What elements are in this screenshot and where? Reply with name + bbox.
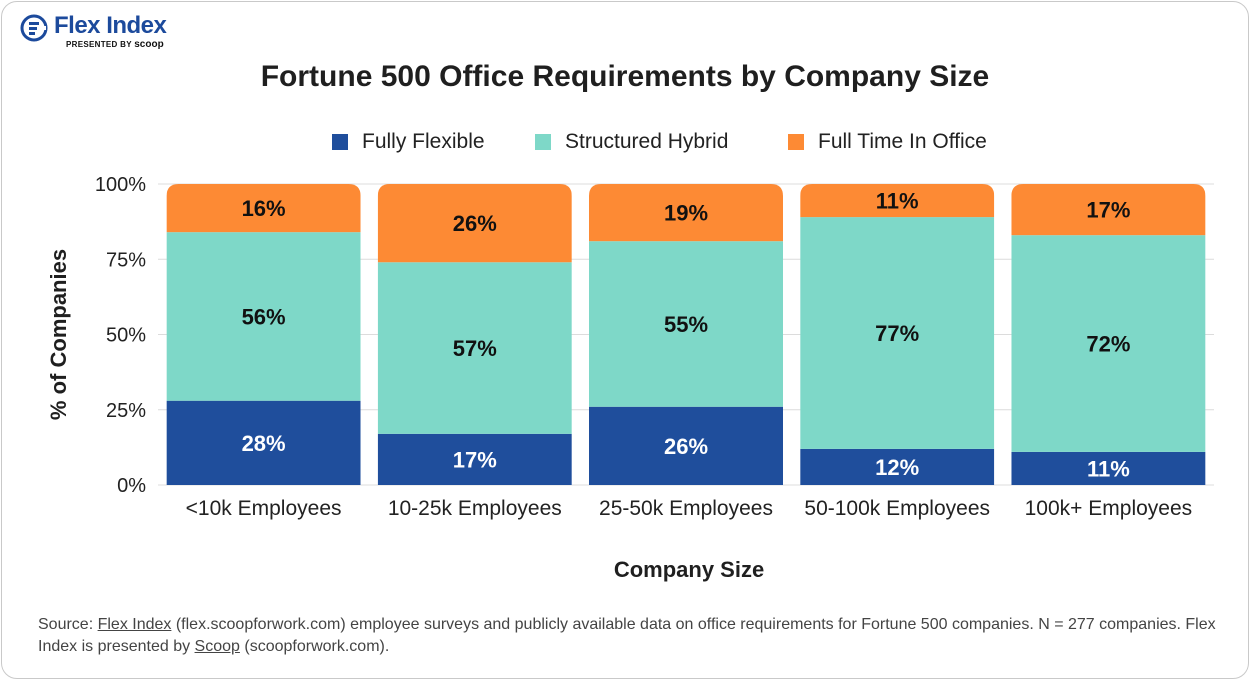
bar-2-structured-hybrid bbox=[589, 241, 783, 407]
bar-0-full-time-in-office bbox=[166, 184, 361, 233]
bar-4-structured-hybrid bbox=[1011, 235, 1206, 452]
x-tick-label-3: 50-100k Employees bbox=[804, 497, 990, 520]
legend-item-full-time-in-office: Full Time In Office bbox=[788, 128, 987, 156]
data-label-3-1: 77% bbox=[875, 321, 919, 346]
x-tick-label-0: <10k Employees bbox=[186, 497, 342, 520]
scoop-link[interactable]: Scoop bbox=[194, 638, 240, 655]
data-label-1-1: 57% bbox=[453, 336, 497, 361]
bar-3-fully-flexible bbox=[800, 448, 995, 485]
bar-1-fully-flexible bbox=[377, 433, 572, 485]
stacked-bar-chart: 0% 25% 50% 75% 100% 28% 56% 16% <10k Employees 17… bbox=[46, 174, 1214, 582]
data-label-4-2: 17% bbox=[1086, 198, 1130, 223]
bar-1-full-time-in-office bbox=[377, 184, 572, 263]
y-tick-label-0: 0% bbox=[117, 475, 146, 497]
bar-1-structured-hybrid bbox=[377, 262, 572, 434]
legend-swatch-structured-hybrid bbox=[535, 134, 551, 150]
data-label-1-0: 17% bbox=[453, 447, 497, 472]
flex-index-logo: Flex Index PRESENTED BY scoop bbox=[20, 12, 220, 52]
source-suffix: (scoopforwork.com). bbox=[239, 638, 390, 655]
presented-by-text: PRESENTED BY bbox=[66, 40, 132, 49]
data-label-3-2: 11% bbox=[876, 189, 919, 214]
legend-item-structured-hybrid: Structured Hybrid bbox=[535, 128, 728, 156]
brand-name: Flex Index bbox=[54, 12, 167, 39]
data-label-2-0: 26% bbox=[664, 434, 708, 459]
partner-name: scoop bbox=[134, 39, 164, 50]
x-tick-label-1: 10-25k Employees bbox=[388, 497, 562, 520]
bar-3-structured-hybrid bbox=[800, 217, 995, 449]
y-axis-title: % of Companies bbox=[46, 249, 71, 420]
x-axis-title: Company Size bbox=[614, 557, 764, 582]
data-label-1-2: 26% bbox=[453, 211, 497, 236]
y-tick-label-3: 75% bbox=[106, 249, 146, 271]
bar-2-full-time-in-office bbox=[589, 184, 783, 242]
legend-swatch-fully-flexible bbox=[332, 134, 348, 150]
bar-4-full-time-in-office bbox=[1011, 184, 1206, 236]
data-label-0-0: 28% bbox=[242, 431, 286, 456]
data-label-0-2: 16% bbox=[242, 196, 286, 221]
bar-0-fully-flexible bbox=[166, 400, 361, 485]
legend: Fully Flexible Structured Hybrid Full Ti… bbox=[0, 128, 1250, 156]
data-label-4-1: 72% bbox=[1086, 332, 1130, 357]
legend-item-fully-flexible: Fully Flexible bbox=[332, 128, 485, 156]
bar-4-fully-flexible bbox=[1011, 451, 1206, 485]
bar-0-structured-hybrid bbox=[166, 232, 361, 401]
chart-title: Fortune 500 Office Requirements by Compa… bbox=[260, 60, 990, 93]
data-label-0-1: 56% bbox=[242, 304, 286, 329]
legend-label-structured-hybrid: Structured Hybrid bbox=[565, 130, 729, 153]
data-label-2-1: 55% bbox=[664, 312, 708, 337]
flex-index-link[interactable]: Flex Index bbox=[97, 616, 172, 633]
data-label-3-0: 12% bbox=[875, 455, 919, 480]
y-tick-label-4: 100% bbox=[95, 174, 146, 196]
source-middle: (flex.scoopforwork.com) employee surveys… bbox=[38, 616, 1216, 655]
flex-index-logo-icon bbox=[20, 14, 48, 42]
x-tick-label-2: 25-50k Employees bbox=[599, 497, 773, 520]
legend-label-fully-flexible: Fully Flexible bbox=[362, 130, 485, 153]
data-label-4-0: 11% bbox=[1087, 456, 1130, 481]
source-prefix: Source: bbox=[38, 616, 98, 633]
x-tick-label-4: 100k+ Employees bbox=[1025, 497, 1193, 520]
presented-by: PRESENTED BY scoop bbox=[66, 39, 164, 50]
legend-swatch-full-time-in-office bbox=[788, 134, 804, 150]
bar-2-fully-flexible bbox=[589, 406, 783, 485]
y-tick-label-2: 50% bbox=[106, 325, 146, 347]
source-note: Source: Flex Index (flex.scoopforwork.co… bbox=[38, 614, 1218, 658]
y-tick-label-1: 25% bbox=[106, 400, 146, 422]
bar-3-full-time-in-office bbox=[800, 184, 995, 218]
data-label-2-2: 19% bbox=[664, 201, 708, 226]
legend-label-full-time-in-office: Full Time In Office bbox=[818, 130, 987, 153]
